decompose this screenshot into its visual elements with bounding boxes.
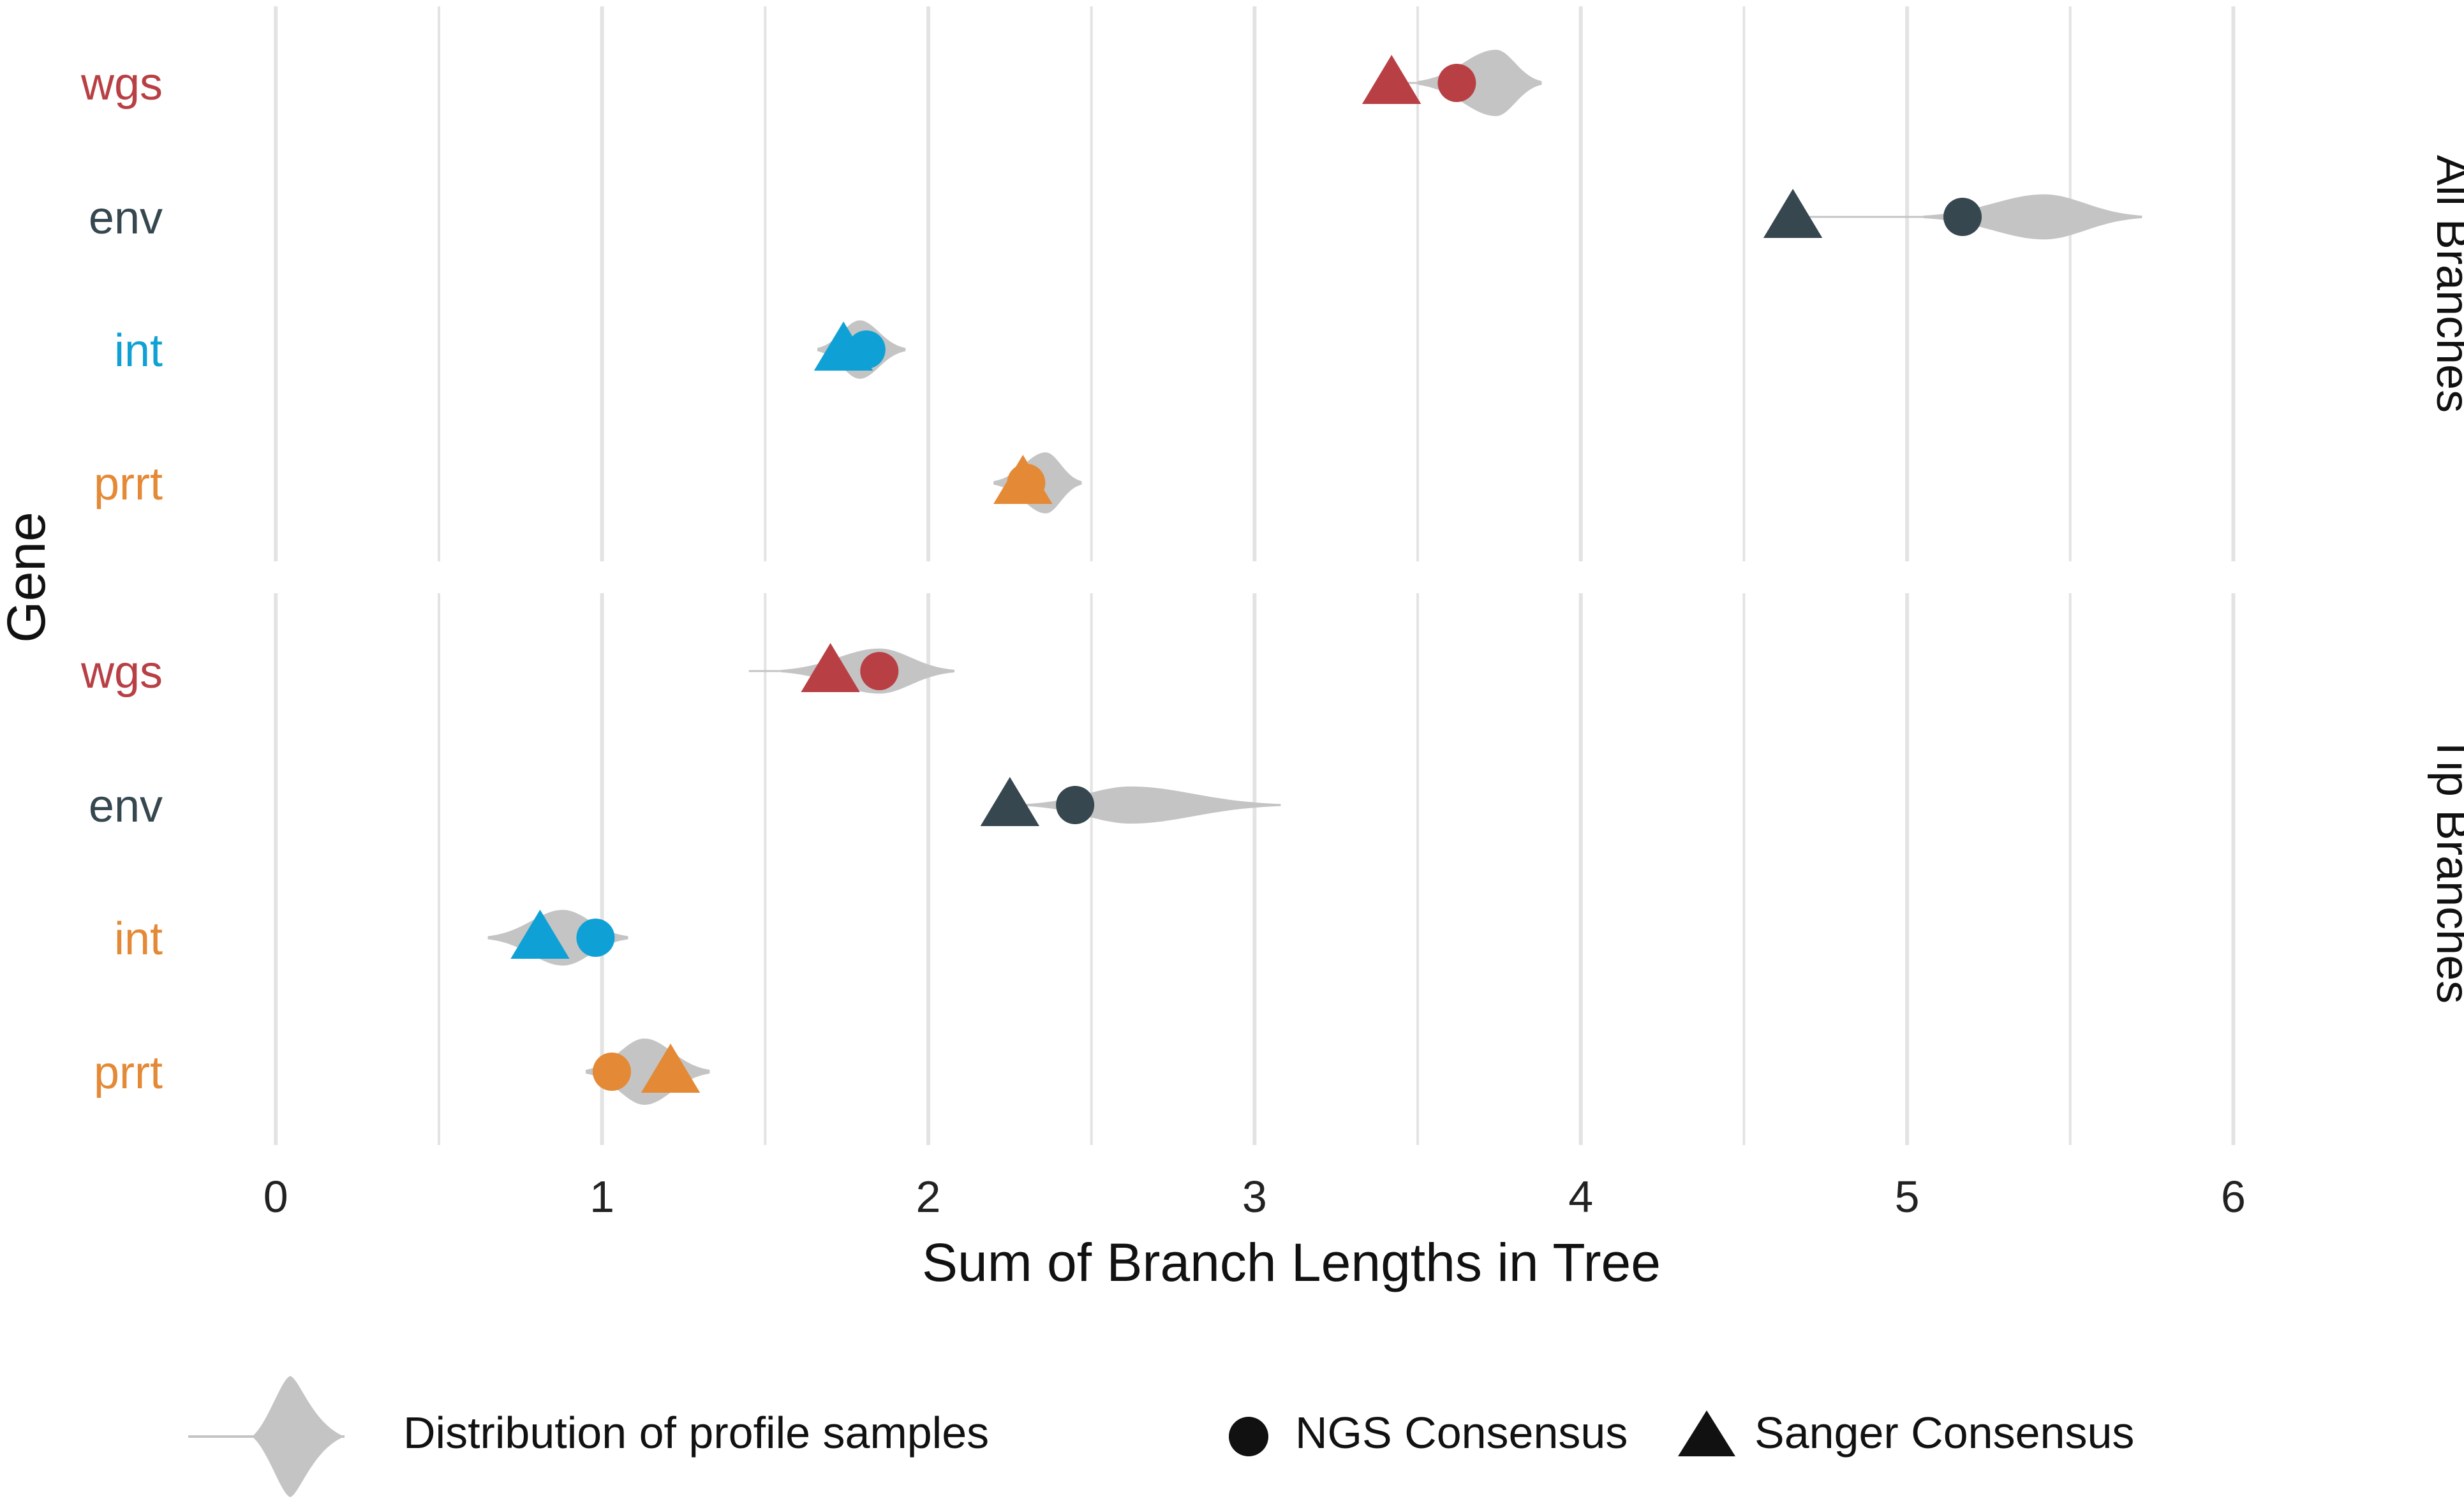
panel-all	[813, 50, 2142, 514]
y-tick-label-int: int	[114, 913, 163, 965]
violin-row-env	[980, 777, 1281, 826]
x-tick-label: 5	[1895, 1172, 1920, 1222]
legend-violin-shape	[252, 1376, 345, 1497]
facet-label-all: All Branches	[2427, 155, 2464, 413]
x-tick-label: 3	[1242, 1172, 1267, 1222]
ngs-point	[1437, 64, 1476, 102]
x-tick-label: 0	[263, 1172, 288, 1222]
facet-label-tip: Tip Branches	[2427, 735, 2464, 1004]
violin-row-prrt	[586, 1039, 710, 1105]
sanger-point	[510, 910, 570, 959]
violin-row-wgs	[1362, 50, 1542, 116]
violin-shape	[1923, 194, 2142, 240]
x-axis-title: Sum of Branch Lengths in Tree	[922, 1232, 1661, 1292]
violin-row-int	[813, 320, 906, 379]
x-tick-labels: 0 1 2 3 4 5 6	[263, 1172, 2246, 1222]
violin-row-env	[1763, 189, 2142, 240]
y-tick-label-env: env	[89, 781, 163, 832]
ngs-point	[1007, 464, 1046, 502]
ngs-point	[847, 330, 886, 369]
legend-sanger-label: Sanger Consensus	[1755, 1408, 2134, 1458]
facet-strips: All Branches Tip Branches	[2427, 155, 2464, 1003]
y-tick-label-env: env	[89, 193, 163, 244]
ngs-point	[576, 919, 615, 957]
legend-ngs-label: NGS Consensus	[1295, 1408, 1628, 1458]
violin-row-prrt	[993, 452, 1082, 514]
y-axis-title: Gene	[0, 512, 56, 643]
ngs-point	[1943, 198, 1982, 236]
violin-row-int	[487, 910, 628, 966]
y-tick-label-int: int	[114, 325, 163, 376]
ngs-point	[1056, 786, 1095, 824]
gridlines	[274, 6, 2236, 1145]
panel-tip	[487, 643, 1281, 1105]
ngs-point	[860, 652, 899, 690]
y-tick-label-wgs: wgs	[80, 59, 163, 110]
legend: Distribution of profile samples NGS Cons…	[188, 1376, 2134, 1497]
x-tick-label: 6	[2221, 1172, 2246, 1222]
sanger-point	[641, 1044, 701, 1093]
violin-shape	[1418, 50, 1542, 116]
violin-row-wgs	[748, 643, 954, 694]
y-tick-label-prrt: prrt	[94, 1047, 163, 1098]
sanger-point	[980, 777, 1040, 826]
x-tick-label: 1	[590, 1172, 614, 1222]
y-tick-label-prrt: prrt	[94, 459, 163, 510]
y-tick-label-wgs: wgs	[80, 647, 163, 698]
y-tick-labels: wgs env int prrt wgs env int prrt	[80, 59, 163, 1098]
sanger-point	[1763, 189, 1823, 238]
x-tick-label: 4	[1568, 1172, 1593, 1222]
legend-ngs-marker	[1229, 1417, 1268, 1456]
x-tick-label: 2	[916, 1172, 941, 1222]
panels	[487, 50, 2142, 1105]
ngs-point	[592, 1053, 631, 1091]
legend-distribution-key	[188, 1376, 345, 1497]
sanger-point	[1362, 55, 1421, 104]
legend-sanger-marker	[1678, 1410, 1735, 1456]
sanger-point	[801, 643, 860, 692]
legend-distribution-label: Distribution of profile samples	[403, 1408, 989, 1458]
